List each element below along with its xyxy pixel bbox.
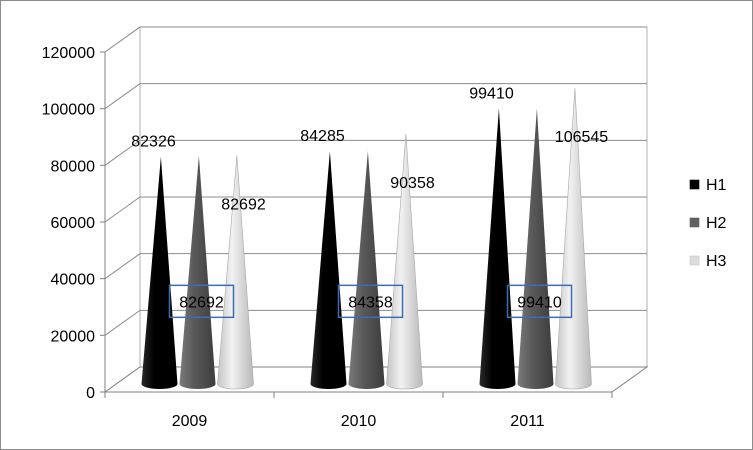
cone-bar	[179, 155, 216, 389]
cone-body	[179, 155, 216, 389]
gridline	[104, 26, 647, 53]
cone-bar	[310, 151, 347, 389]
gridline	[104, 253, 647, 280]
y-tick-label: 120000	[42, 45, 95, 62]
cone-bar	[517, 108, 554, 390]
x-tick-label: 2011	[510, 413, 545, 430]
legend-label: H3	[706, 253, 727, 270]
data-label: 106545	[555, 129, 608, 146]
data-label: 90358	[390, 175, 435, 192]
data-label-box	[337, 284, 404, 319]
legend: H1 H2 H3	[689, 177, 727, 270]
cone-body	[141, 156, 178, 389]
y-axis: 0 20000 40000 60000 80000 100000 120000	[42, 45, 106, 402]
gridlines	[104, 26, 647, 336]
y-tick-label: 80000	[51, 158, 96, 175]
cone-body	[479, 108, 516, 390]
data-label: 84285	[300, 128, 345, 145]
y-tick-label: 0	[86, 385, 95, 402]
cone-body	[517, 108, 554, 390]
cone-series	[141, 88, 592, 390]
gridline	[104, 309, 647, 336]
y-tick-label: 20000	[51, 328, 96, 345]
cone-body	[217, 155, 254, 390]
x-axis: 2009 2010 2011	[104, 391, 613, 430]
x-tick-label: 2010	[341, 413, 377, 430]
cone-body	[348, 150, 385, 389]
data-labels: 82326 82692 84285 90358 99410 106545 82692 8435…	[131, 85, 608, 319]
cone-body	[310, 151, 347, 389]
cone-bar	[555, 88, 592, 390]
legend-label: H2	[706, 215, 727, 232]
x-tick-label: 2009	[172, 413, 208, 430]
data-label: 82692	[179, 294, 224, 311]
cone-bar	[348, 150, 385, 389]
data-label: 84358	[348, 294, 393, 311]
cone-bar	[479, 108, 516, 390]
data-label: 99410	[517, 294, 562, 311]
gridline	[104, 196, 647, 223]
legend-label: H1	[706, 177, 727, 194]
data-label-box	[506, 284, 573, 319]
cone-bar	[217, 155, 254, 390]
data-label: 82326	[131, 134, 176, 151]
y-tick-label: 40000	[51, 272, 96, 289]
data-label-box	[168, 284, 235, 319]
cone-body	[555, 88, 592, 390]
cone-bar	[141, 156, 178, 389]
cone-body	[386, 133, 423, 390]
y-tick-label: 60000	[51, 215, 96, 232]
data-label: 82692	[221, 197, 266, 214]
gridline	[104, 139, 647, 166]
gridline	[104, 83, 647, 110]
legend-swatch	[689, 255, 700, 266]
legend-swatch	[689, 217, 700, 228]
legend-swatch	[689, 179, 700, 190]
cone-bar	[386, 133, 423, 390]
data-label: 99410	[469, 85, 514, 102]
y-tick-label: 100000	[42, 102, 95, 119]
